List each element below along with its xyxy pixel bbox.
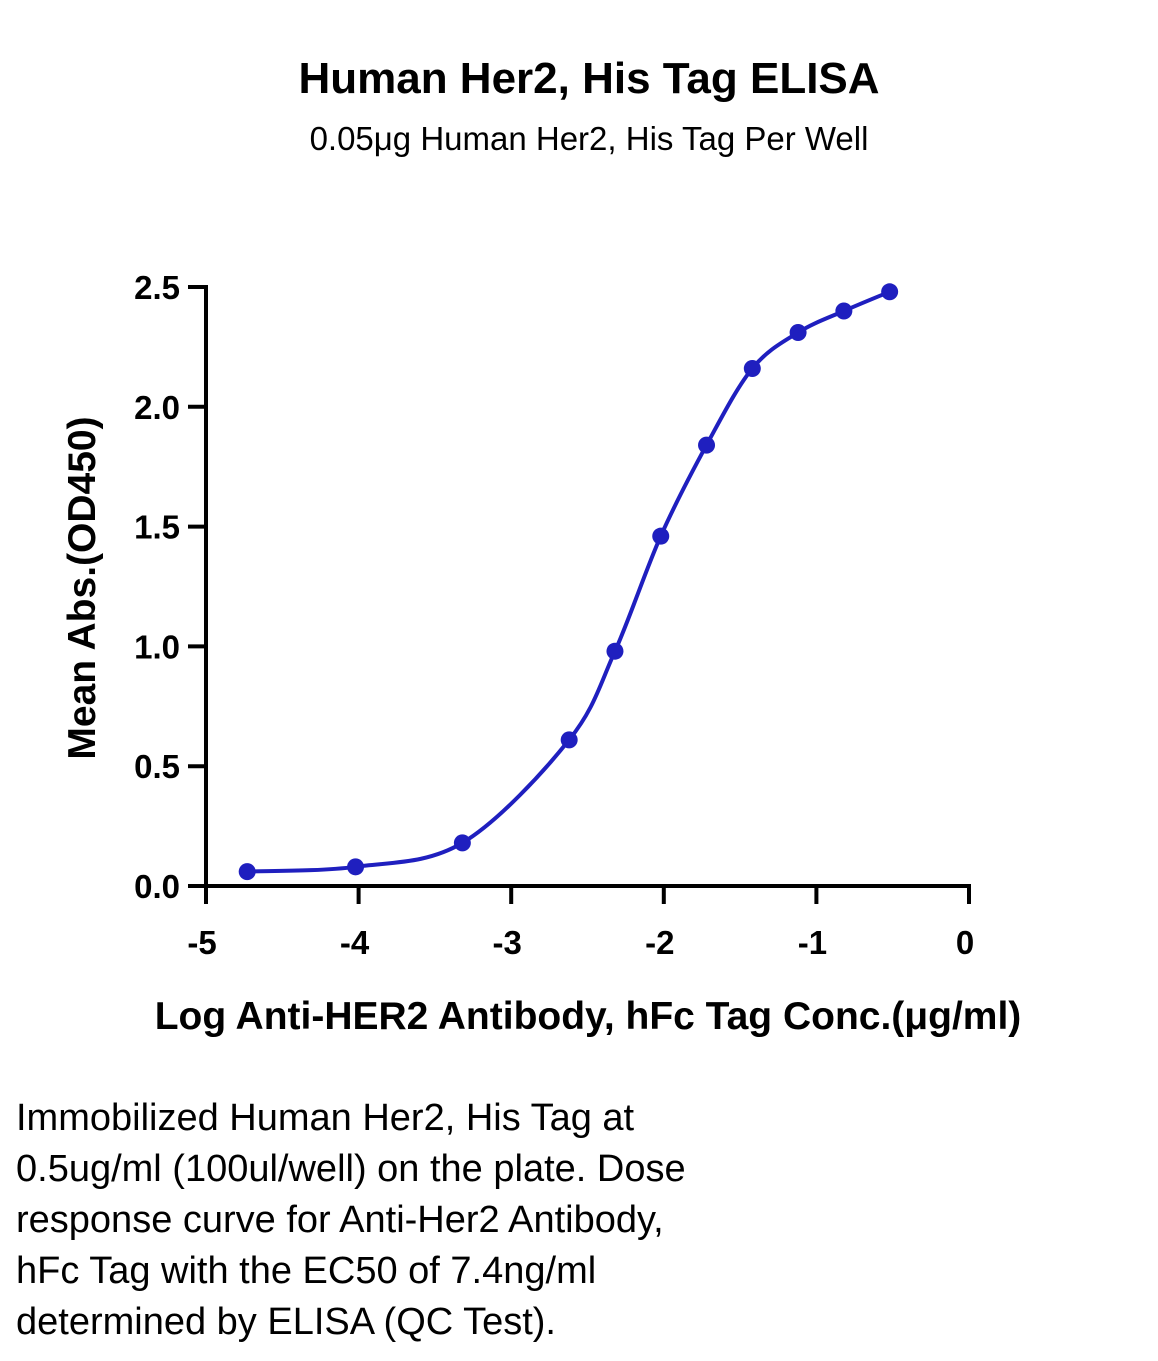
chart-axes bbox=[204, 285, 971, 888]
chart-series bbox=[238, 283, 899, 881]
x-tick-label: -4 bbox=[340, 924, 370, 961]
caption-line-5: determined by ELISA (QC Test). bbox=[16, 1301, 556, 1343]
data-point bbox=[698, 436, 716, 454]
chart-title: Human Her2, His Tag ELISA bbox=[298, 54, 879, 103]
y-axis-label: Mean Abs.(OD450) bbox=[61, 416, 104, 759]
series-line bbox=[245, 289, 892, 874]
y-tick-label: 0.5 bbox=[134, 748, 180, 785]
x-tick-label: 0 bbox=[956, 924, 974, 961]
x-tick-label: -1 bbox=[798, 924, 827, 961]
data-point bbox=[606, 642, 624, 660]
data-point bbox=[835, 302, 853, 320]
figure-caption: Immobilized Human Her2, His Tag at 0.5ug… bbox=[16, 1093, 1136, 1348]
chart-subtitle: 0.05μg Human Her2, His Tag Per Well bbox=[310, 120, 869, 157]
data-point bbox=[652, 527, 670, 545]
y-tick-label: 1.0 bbox=[134, 628, 180, 665]
y-tick-label: 2.5 bbox=[134, 269, 180, 306]
y-tick-label: 0.0 bbox=[134, 868, 180, 905]
x-tick-label: -3 bbox=[493, 924, 522, 961]
data-point bbox=[789, 324, 807, 342]
data-point bbox=[347, 858, 365, 876]
x-tick-label: -5 bbox=[187, 924, 216, 961]
x-axis-label: Log Anti-HER2 Antibody, hFc Tag Conc.(μg… bbox=[155, 995, 1022, 1038]
y-tick-label: 1.5 bbox=[134, 509, 180, 546]
x-tick-label: -2 bbox=[645, 924, 674, 961]
data-point bbox=[881, 283, 899, 301]
data-point bbox=[238, 863, 256, 881]
caption-line-2: 0.5ug/ml (100ul/well) on the plate. Dose bbox=[16, 1148, 686, 1190]
data-point bbox=[743, 359, 761, 377]
caption-line-3: response curve for Anti-Her2 Antibody, bbox=[16, 1199, 664, 1241]
elisa-chart: Human Her2, His Tag ELISA 0.05μg Human H… bbox=[61, 54, 1022, 1038]
y-tick-label: 2.0 bbox=[134, 389, 180, 426]
data-point bbox=[453, 834, 471, 852]
caption-line-4: hFc Tag with the EC50 of 7.4ng/ml bbox=[16, 1250, 597, 1292]
caption-line-1: Immobilized Human Her2, His Tag at bbox=[16, 1097, 635, 1139]
data-point bbox=[560, 731, 578, 749]
chart-ticks: 0.0 0.5 1.0 1.5 2.0 2.5 -5 -4 -3 -2 -1 0 bbox=[134, 269, 974, 961]
